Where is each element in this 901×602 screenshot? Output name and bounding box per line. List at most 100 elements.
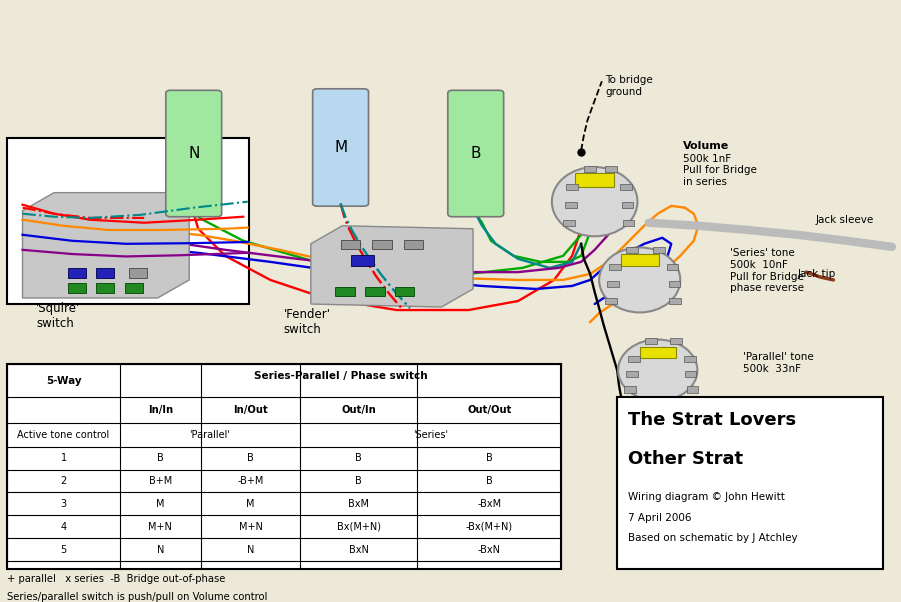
Bar: [96, 268, 114, 278]
Bar: [584, 166, 596, 172]
Text: 5-Way: 5-Way: [46, 376, 81, 386]
Text: M+N: M+N: [149, 522, 172, 532]
Text: Jack sleeve: Jack sleeve: [815, 215, 874, 225]
Bar: [645, 338, 657, 344]
FancyBboxPatch shape: [448, 90, 504, 217]
Text: 'Fender'
switch: 'Fender' switch: [284, 308, 331, 337]
Bar: [669, 281, 680, 287]
Text: 3: 3: [60, 499, 67, 509]
Bar: [68, 268, 86, 278]
Text: In/Out: In/Out: [233, 405, 268, 415]
Bar: [565, 202, 577, 208]
Ellipse shape: [599, 247, 680, 312]
Text: BxN: BxN: [349, 545, 369, 554]
Text: To bridge
ground: To bridge ground: [605, 75, 653, 97]
Text: Series/parallel switch is push/pull on Volume control: Series/parallel switch is push/pull on V…: [7, 592, 268, 602]
Text: 1: 1: [60, 453, 67, 463]
Text: 500k 1nF
Pull for Bridge
in series: 500k 1nF Pull for Bridge in series: [683, 154, 757, 187]
Text: 'Parallel' tone: 'Parallel' tone: [743, 352, 815, 362]
Text: B+M: B+M: [149, 476, 172, 486]
Bar: [351, 255, 374, 266]
Bar: [566, 184, 578, 190]
Bar: [617, 397, 883, 569]
Text: BxM: BxM: [348, 499, 369, 509]
Text: -BxN: -BxN: [478, 545, 501, 554]
Ellipse shape: [618, 340, 697, 401]
Text: 'Squire'
switch: 'Squire' switch: [36, 302, 80, 330]
Text: 500k  33nF: 500k 33nF: [743, 364, 801, 374]
Text: B: B: [247, 453, 254, 463]
Ellipse shape: [551, 167, 638, 236]
Text: N: N: [247, 545, 254, 554]
Text: 'Series': 'Series': [414, 430, 448, 439]
Bar: [609, 264, 621, 270]
Text: Series-Parallel / Phase switch: Series-Parallel / Phase switch: [254, 371, 427, 381]
Text: Bx(M+N): Bx(M+N): [337, 522, 380, 532]
Bar: [622, 202, 633, 208]
Text: The Strat Lovers: The Strat Lovers: [628, 411, 796, 429]
Bar: [395, 287, 414, 296]
Bar: [365, 287, 385, 296]
Bar: [653, 247, 665, 253]
Bar: [624, 386, 636, 393]
Bar: [684, 356, 696, 362]
Bar: [605, 298, 617, 304]
Text: -Bx(M+N): -Bx(M+N): [466, 522, 513, 532]
Text: B: B: [355, 476, 362, 486]
Bar: [607, 281, 619, 287]
Bar: [563, 220, 575, 226]
Text: Based on schematic by J Atchley: Based on schematic by J Atchley: [628, 533, 797, 543]
Bar: [685, 371, 696, 377]
Bar: [404, 240, 423, 249]
Text: Volume: Volume: [683, 141, 729, 152]
Polygon shape: [23, 193, 189, 298]
Text: M: M: [334, 140, 347, 155]
Text: Jack tip: Jack tip: [797, 269, 835, 279]
Text: N: N: [157, 545, 164, 554]
Bar: [341, 240, 360, 249]
Bar: [125, 283, 143, 293]
Text: 2: 2: [60, 476, 67, 486]
Text: 7 April 2006: 7 April 2006: [628, 513, 691, 523]
Bar: [605, 166, 617, 172]
Text: B: B: [486, 476, 493, 486]
Text: + parallel   x series  -B  Bridge out-of-phase: + parallel x series -B Bridge out-of-pha…: [7, 574, 225, 584]
Bar: [670, 338, 682, 344]
Polygon shape: [311, 226, 473, 307]
Bar: [96, 283, 114, 293]
Bar: [7, 138, 249, 304]
Bar: [628, 356, 640, 362]
Bar: [129, 268, 147, 278]
Text: M: M: [156, 499, 165, 509]
Text: In/In: In/In: [148, 405, 173, 415]
Text: Active tone control: Active tone control: [17, 430, 110, 439]
Polygon shape: [621, 254, 659, 266]
Text: -B+M: -B+M: [237, 476, 264, 486]
Text: 5: 5: [60, 545, 67, 554]
Text: Out/Out: Out/Out: [467, 405, 512, 415]
Bar: [68, 283, 86, 293]
Bar: [335, 287, 355, 296]
Bar: [620, 184, 632, 190]
Text: Out/In: Out/In: [341, 405, 376, 415]
Text: M+N: M+N: [239, 522, 262, 532]
Bar: [372, 240, 392, 249]
FancyBboxPatch shape: [166, 90, 222, 217]
Text: B: B: [470, 146, 481, 161]
Text: 500k  10nF
Pull for Bridge
phase reverse: 500k 10nF Pull for Bridge phase reverse: [730, 260, 804, 293]
Bar: [626, 371, 638, 377]
Text: 'Parallel': 'Parallel': [189, 430, 231, 439]
Text: M: M: [246, 499, 255, 509]
Bar: [669, 298, 681, 304]
Text: N: N: [188, 146, 199, 161]
Bar: [687, 386, 698, 393]
FancyBboxPatch shape: [313, 88, 369, 206]
Text: Wiring diagram © John Hewitt: Wiring diagram © John Hewitt: [628, 492, 785, 503]
Text: Other Strat: Other Strat: [628, 450, 743, 468]
Text: B: B: [355, 453, 362, 463]
Text: B: B: [157, 453, 164, 463]
Bar: [623, 220, 634, 226]
Bar: [7, 364, 561, 569]
Bar: [667, 264, 678, 270]
Text: 4: 4: [60, 522, 67, 532]
